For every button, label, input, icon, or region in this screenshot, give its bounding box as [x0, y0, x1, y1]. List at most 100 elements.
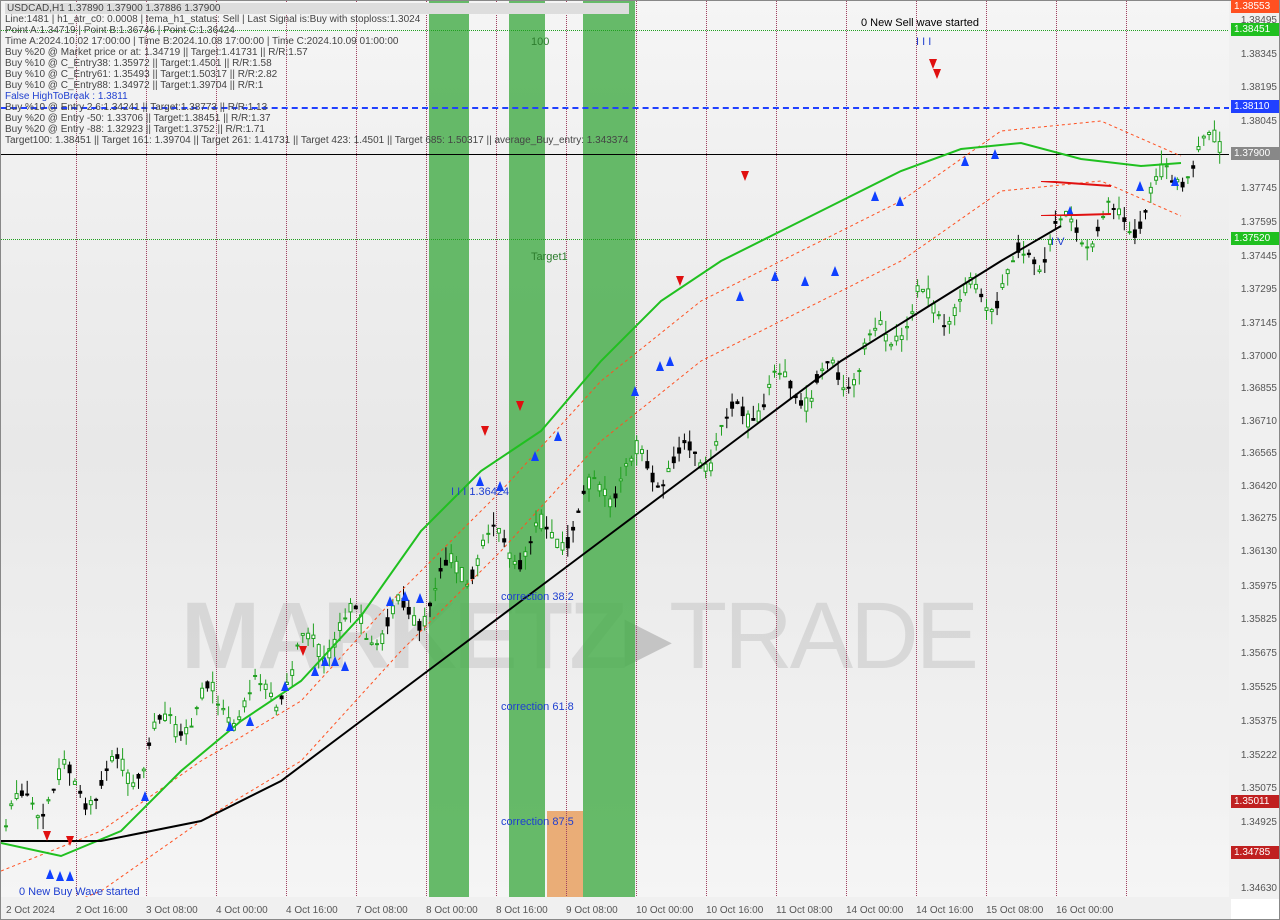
arrow-up-icon: [56, 871, 64, 881]
x-tick-label: 3 Oct 08:00: [146, 905, 198, 916]
chart-annotation: I V: [1051, 236, 1064, 248]
info-line: Point A:1.34719 | Point B:1.36746 | Poin…: [5, 25, 629, 36]
y-tick-label: 1.34630: [1241, 883, 1277, 894]
x-tick-label: 2 Oct 16:00: [76, 905, 128, 916]
price-tag: 1.38451: [1231, 23, 1279, 36]
info-line: Buy %20 @ Market price or at: 1.34719 ||…: [5, 47, 629, 58]
arrow-up-icon: [896, 196, 904, 206]
x-tick-label: 15 Oct 08:00: [986, 905, 1043, 916]
arrow-up-icon: [386, 596, 394, 606]
price-tag: 1.37520: [1231, 232, 1279, 245]
info-overlay: USDCAD,H1 1.37890 1.37900 1.37886 1.3790…: [5, 3, 629, 146]
x-tick-label: 8 Oct 00:00: [426, 905, 478, 916]
y-tick-label: 1.37745: [1241, 183, 1277, 194]
arrow-up-icon: [554, 431, 562, 441]
x-tick-label: 8 Oct 16:00: [496, 905, 548, 916]
price-tag: 1.35011: [1231, 795, 1279, 808]
y-tick-label: 1.37000: [1241, 351, 1277, 362]
arrow-down-icon: [741, 171, 749, 181]
arrow-up-icon: [66, 871, 74, 881]
price-tag: 1.34785: [1231, 846, 1279, 859]
arrow-up-icon: [961, 156, 969, 166]
x-tick-label: 14 Oct 00:00: [846, 905, 903, 916]
info-line: Time A:2024.10.02 17:00:00 | Time B:2024…: [5, 36, 629, 47]
y-tick-label: 1.38195: [1241, 82, 1277, 93]
info-line: Line:1481 | h1_atr_c0: 0.0008 | tema_h1_…: [5, 14, 629, 25]
arrow-up-icon: [476, 476, 484, 486]
arrow-up-icon: [311, 666, 319, 676]
x-tick-label: 7 Oct 08:00: [356, 905, 408, 916]
arrow-up-icon: [656, 361, 664, 371]
arrow-up-icon: [321, 656, 329, 666]
arrow-up-icon: [281, 681, 289, 691]
arrow-up-icon: [226, 721, 234, 731]
chart-title: USDCAD,H1 1.37890 1.37900 1.37886 1.3790…: [5, 3, 629, 14]
arrow-down-icon: [66, 836, 74, 846]
chart-annotation: correction 87.5: [501, 816, 574, 828]
arrow-up-icon: [341, 661, 349, 671]
y-tick-label: 1.37295: [1241, 284, 1277, 295]
x-tick-label: 9 Oct 08:00: [566, 905, 618, 916]
y-axis: 1.384951.383451.381951.380451.377451.375…: [1229, 1, 1279, 899]
y-tick-label: 1.35222: [1241, 750, 1277, 761]
y-tick-label: 1.37595: [1241, 217, 1277, 228]
arrow-up-icon: [771, 271, 779, 281]
arrow-down-icon: [481, 426, 489, 436]
arrow-down-icon: [929, 59, 937, 69]
info-line: Buy %20 @ Entry -88: 1.32923 || Target:1…: [5, 124, 629, 135]
x-tick-label: 10 Oct 00:00: [636, 905, 693, 916]
arrow-up-icon: [141, 791, 149, 801]
arrow-up-icon: [401, 591, 409, 601]
x-tick-label: 16 Oct 00:00: [1056, 905, 1113, 916]
y-tick-label: 1.38345: [1241, 49, 1277, 60]
y-tick-label: 1.34925: [1241, 817, 1277, 828]
chart-annotation: 0 New Sell wave started: [861, 17, 979, 29]
y-tick-label: 1.37145: [1241, 318, 1277, 329]
arrow-down-icon: [676, 276, 684, 286]
chart-annotation: correction 38.2: [501, 591, 574, 603]
false-break-label: False HighToBreak : 1.3811: [5, 91, 629, 102]
y-tick-label: 1.35375: [1241, 716, 1277, 727]
y-tick-label: 1.37445: [1241, 251, 1277, 262]
arrow-down-icon: [516, 401, 524, 411]
arrow-down-icon: [43, 831, 51, 841]
info-line: Target100: 1.38451 || Target 161: 1.3970…: [5, 135, 629, 146]
y-tick-label: 1.36710: [1241, 416, 1277, 427]
arrow-up-icon: [416, 593, 424, 603]
price-tag: 1.37900: [1231, 147, 1279, 160]
info-line: Buy %10 @ C_Entry88: 1.34972 || Target:1…: [5, 80, 629, 91]
arrow-down-icon: [299, 646, 307, 656]
arrow-down-icon: [933, 69, 941, 79]
arrow-up-icon: [736, 291, 744, 301]
price-tag: 1.38110: [1231, 100, 1279, 113]
y-tick-label: 1.35825: [1241, 614, 1277, 625]
y-tick-label: 1.35975: [1241, 581, 1277, 592]
chart-area[interactable]: MARKETZ▸TRADE 100Target1correction 38.2c…: [1, 1, 1231, 899]
x-axis: 2 Oct 2024 2 Oct 16:00 3 Oct 08:00 4 Oct 00…: [1, 897, 1231, 919]
y-tick-label: 1.36855: [1241, 383, 1277, 394]
arrow-up-icon: [331, 656, 339, 666]
arrow-up-icon: [1171, 176, 1179, 186]
y-tick-label: 1.36275: [1241, 513, 1277, 524]
y-tick-label: 1.36565: [1241, 448, 1277, 459]
x-tick-label: 2 Oct 2024: [6, 905, 55, 916]
arrow-up-icon: [801, 276, 809, 286]
arrow-up-icon: [871, 191, 879, 201]
arrow-up-icon: [46, 869, 54, 879]
arrow-up-icon: [831, 266, 839, 276]
info-line: Buy %10 @ C_Entry38: 1.35972 || Target:1…: [5, 58, 629, 69]
x-tick-label: 11 Oct 08:00: [776, 905, 833, 916]
info-line: Buy %10 @ Entry 2.6:1.34241 || Target:1.…: [5, 102, 629, 113]
y-tick-label: 1.35675: [1241, 648, 1277, 659]
y-tick-label: 1.38045: [1241, 116, 1277, 127]
chart-annotation: Target1: [531, 251, 568, 263]
x-tick-label: 10 Oct 16:00: [706, 905, 763, 916]
x-tick-label: 4 Oct 00:00: [216, 905, 268, 916]
arrow-up-icon: [631, 386, 639, 396]
info-line: Buy %20 @ Entry -50: 1.33706 || Target:1…: [5, 113, 629, 124]
x-tick-label: 4 Oct 16:00: [286, 905, 338, 916]
arrow-up-icon: [666, 356, 674, 366]
chart-annotation: I I I: [916, 36, 931, 48]
chart-container: MARKETZ▸TRADE 100Target1correction 38.2c…: [0, 0, 1280, 920]
arrow-up-icon: [1136, 181, 1144, 191]
